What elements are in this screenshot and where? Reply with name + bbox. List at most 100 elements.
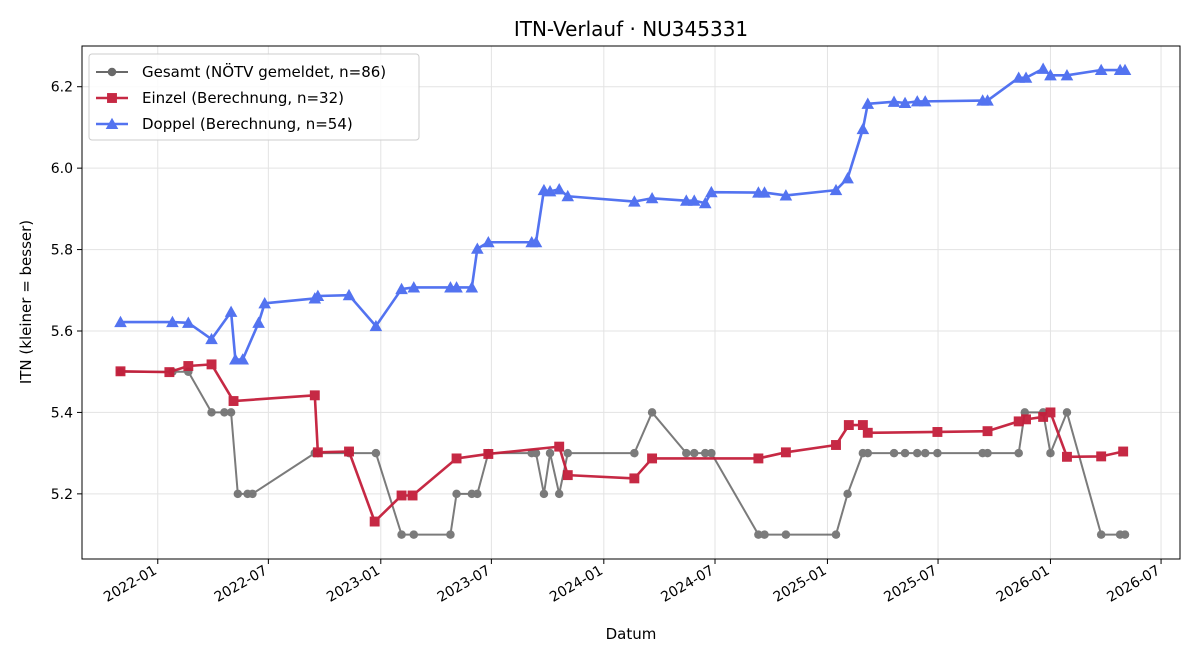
data-point-gesamt [1120,530,1130,539]
data-point-einzel [562,470,573,481]
data-point-gesamt [900,448,910,458]
data-point-doppel [856,122,870,135]
data-point-einzel [780,447,791,458]
data-point-doppel [205,332,218,345]
data-point-einzel [1045,407,1056,418]
data-point-doppel [645,191,659,204]
legend-label: Einzel (Berechnung, n=32) [142,89,344,107]
data-point-doppel [529,235,543,248]
data-point-einzel [1096,451,1107,462]
data-point-gesamt [452,489,461,499]
y-axis: 5.2 5.4 5.6 5.8 6.0 6.2 [51,80,82,503]
data-point-einzel [407,490,418,501]
data-point-einzel [369,516,380,527]
data-point-doppel [918,95,932,107]
data-point-gesamt [760,530,769,539]
data-point-gesamt [220,408,229,417]
data-point-doppel [1019,71,1033,83]
data-point-einzel [554,441,565,452]
data-point-einzel [312,447,323,458]
data-point-doppel [407,281,421,293]
data-point-gesamt [207,408,216,417]
data-point-doppel [482,235,495,248]
data-point-einzel [183,361,194,371]
data-point-doppel [910,95,924,107]
data-point-doppel [543,185,557,197]
legend-label: Doppel (Berechnung, n=54) [142,115,353,133]
data-point-doppel [679,194,693,206]
data-point-gesamt [933,448,942,458]
data-point-gesamt [831,530,841,539]
data-point-doppel [779,189,793,201]
data-point-gesamt [446,530,455,539]
data-point-einzel [647,453,658,464]
data-point-einzel [831,440,841,450]
y-tick-label: 5.2 [51,487,73,503]
data-point-doppel [687,194,701,206]
data-point-einzel [629,473,640,484]
data-point-einzel [1062,451,1072,462]
data-point-einzel [753,453,764,464]
data-point-einzel [932,427,943,437]
series-doppel [114,62,1132,365]
data-point-gesamt [1046,448,1055,458]
data-point-gesamt [863,448,873,458]
data-point-doppel [450,281,463,293]
data-point-gesamt [843,489,852,499]
chart-title: ITN-Verlauf · NU345331 [514,17,748,41]
data-point-einzel [396,490,407,501]
data-point-doppel [369,319,383,332]
data-point-einzel [451,453,462,464]
data-point-doppel [182,316,195,328]
data-point-gesamt [630,448,639,458]
data-point-doppel [829,183,843,196]
legend-marker [105,117,119,130]
data-point-doppel [166,315,179,328]
legend: Gesamt (NÖTV gemeldet, n=86) Einzel (Bere… [88,53,420,141]
data-point-einzel [857,420,868,430]
data-point-gesamt [531,448,541,458]
legend-label: Gesamt (NÖTV gemeldet, n=86) [142,62,386,81]
data-point-doppel [758,186,771,198]
data-point-einzel [206,359,217,370]
plot-frame [81,45,1181,560]
data-point-einzel [862,427,873,438]
y-tick-label: 5.4 [51,405,73,421]
data-point-doppel [1118,63,1132,76]
data-point-doppel [841,172,854,184]
data-point-doppel [236,353,249,365]
data-point-doppel [1036,62,1050,74]
data-point-doppel [861,97,875,109]
data-point-doppel [552,183,566,195]
legend-item-einzel [96,93,128,103]
data-point-doppel [705,185,718,198]
data-point-doppel [395,282,408,295]
legend-marker [107,67,117,77]
data-point-gesamt [889,448,899,458]
data-point-einzel [1118,446,1129,457]
data-point-einzel [344,446,354,457]
legend-item-doppel [96,117,128,130]
data-point-doppel [252,316,265,328]
y-tick-label: 5.6 [51,324,73,340]
data-point-doppel [1060,69,1074,81]
data-point-doppel [311,289,325,302]
data-point-einzel [1013,416,1024,427]
data-point-doppel [114,315,127,328]
data-point-einzel [115,366,126,377]
data-point-einzel [843,420,854,430]
data-point-gesamt [781,530,791,539]
data-point-gesamt [371,448,381,458]
data-point-gesamt [473,489,482,499]
data-point-gesamt [545,448,555,458]
data-point-einzel [228,396,239,406]
data-point-gesamt [983,448,992,458]
data-point-gesamt [647,408,657,417]
y-tick-label: 6.0 [51,161,73,177]
data-point-gesamt [920,448,930,458]
data-point-einzel [164,367,175,378]
data-point-doppel [887,95,901,107]
legend-marker [107,93,117,103]
series-layer [114,62,1132,539]
